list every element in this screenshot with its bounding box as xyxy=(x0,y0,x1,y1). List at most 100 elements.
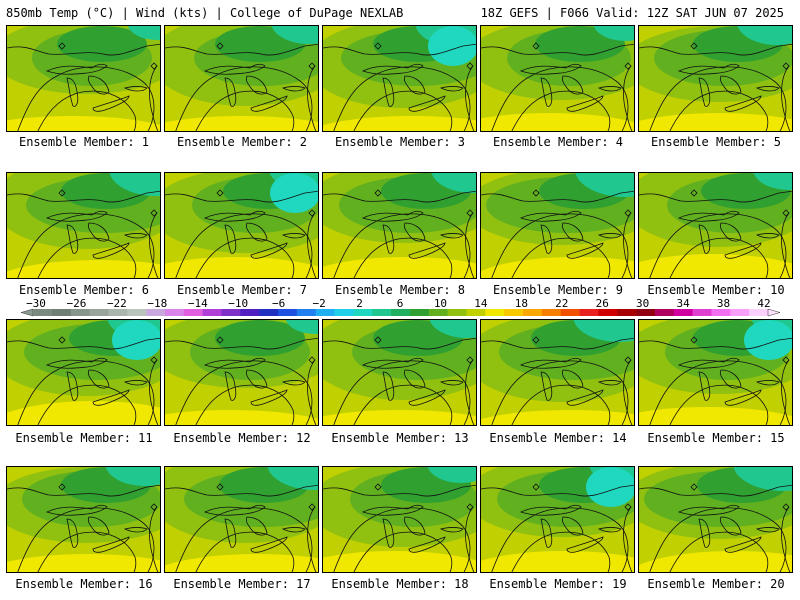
lake-michigan-outline xyxy=(540,518,553,548)
cold-region xyxy=(429,320,476,338)
lake-michigan-outline xyxy=(224,224,237,254)
station-marker xyxy=(374,483,382,491)
wind-contour xyxy=(175,507,313,572)
wind-contour xyxy=(17,213,155,278)
wind-contour xyxy=(37,90,137,131)
station-marker xyxy=(532,336,540,344)
border-line xyxy=(7,484,160,497)
lake-huron-outline xyxy=(87,75,110,95)
warm-region xyxy=(481,410,634,425)
temperature-field xyxy=(165,26,318,131)
border-line xyxy=(323,43,476,56)
cold-region xyxy=(744,320,792,360)
panel-caption: Ensemble Member: 2 xyxy=(176,135,308,149)
lake-erie-outline xyxy=(724,536,762,553)
lake-erie-outline xyxy=(92,536,130,553)
ensemble-panel xyxy=(6,172,161,279)
wind-contour xyxy=(669,90,769,131)
lake-huron-outline xyxy=(245,222,268,242)
lake-erie-outline xyxy=(250,389,288,406)
lake-ontario-outline xyxy=(755,527,780,533)
ensemble-panel xyxy=(6,25,161,132)
temperature-field xyxy=(7,320,160,425)
lake-ontario-outline xyxy=(439,233,464,239)
border-line xyxy=(481,43,634,56)
station-marker xyxy=(58,42,66,50)
warm-region xyxy=(7,401,160,425)
colorbar-segment xyxy=(146,309,166,316)
lake-superior-outline xyxy=(45,63,108,75)
lake-michigan-outline xyxy=(224,518,237,548)
cold-region xyxy=(285,320,318,334)
lake-huron-outline xyxy=(245,75,268,95)
panel-caption: Ensemble Member: 7 xyxy=(176,283,308,297)
panel-caption: Ensemble Member: 8 xyxy=(334,283,466,297)
warm-region xyxy=(323,257,476,278)
ensemble-panel xyxy=(638,25,793,132)
border-line xyxy=(165,43,318,56)
border-line xyxy=(323,484,476,497)
station-marker xyxy=(782,62,790,70)
warm-region xyxy=(323,551,476,572)
lake-erie-outline xyxy=(408,95,446,112)
wind-contour xyxy=(175,213,313,278)
wind-contour xyxy=(491,66,629,131)
colorbar-segment xyxy=(541,309,561,316)
station-marker xyxy=(466,62,474,70)
lake-michigan-outline xyxy=(382,518,395,548)
lake-huron-outline xyxy=(87,516,110,536)
colorbar-segment xyxy=(654,309,675,316)
colorbar-arrow-low xyxy=(20,308,34,317)
station-marker xyxy=(782,356,790,364)
lake-ontario-outline xyxy=(597,527,622,533)
lake-superior-outline xyxy=(361,504,424,516)
warm-region xyxy=(481,257,634,278)
wind-contour xyxy=(333,66,471,131)
panel-caption: Ensemble Member: 4 xyxy=(492,135,624,149)
lake-superior-outline xyxy=(361,357,424,369)
border-line xyxy=(7,337,160,350)
temperature-field xyxy=(481,320,634,425)
lake-erie-outline xyxy=(92,389,130,406)
colorbar-segment xyxy=(353,309,373,316)
wind-contour xyxy=(669,531,769,572)
lake-erie-outline xyxy=(250,536,288,553)
ensemble-panel xyxy=(164,319,319,426)
lake-huron-outline xyxy=(245,516,268,536)
colorbar-tick-label: −22 xyxy=(106,297,127,310)
lake-ontario-outline xyxy=(439,527,464,533)
lake-huron-outline xyxy=(719,516,742,536)
lake-erie-outline xyxy=(250,95,288,112)
cold-region xyxy=(593,26,634,41)
colorbar-tick-label: 26 xyxy=(595,297,609,310)
temperature-field xyxy=(165,320,318,425)
station-marker xyxy=(466,209,474,217)
colorbar-segment xyxy=(711,309,731,316)
colorbar-segment xyxy=(315,309,335,316)
warm-region xyxy=(323,410,476,425)
station-marker xyxy=(216,336,224,344)
station-marker xyxy=(624,356,632,364)
ensemble-panel xyxy=(6,466,161,573)
ensemble-panel xyxy=(164,25,319,132)
warm-region xyxy=(323,116,476,131)
station-marker xyxy=(216,42,224,50)
station-marker xyxy=(690,42,698,50)
colorbar-tick-label: 6 xyxy=(396,297,404,310)
station-marker xyxy=(532,483,540,491)
wind-contour xyxy=(669,384,769,425)
temperature-field xyxy=(639,173,792,278)
wind-contour xyxy=(195,531,295,572)
cold-region xyxy=(127,26,160,40)
border-line xyxy=(165,190,318,203)
border-line xyxy=(165,337,318,350)
panel-caption: Ensemble Member: 20 xyxy=(647,577,785,591)
station-marker xyxy=(58,189,66,197)
warm-region xyxy=(639,551,792,572)
lake-superior-outline xyxy=(677,210,740,222)
colorbar-segment xyxy=(447,309,467,316)
lake-michigan-outline xyxy=(224,371,237,401)
lake-superior-outline xyxy=(519,504,582,516)
colorbar-segment xyxy=(466,309,486,316)
border-line xyxy=(7,43,160,56)
